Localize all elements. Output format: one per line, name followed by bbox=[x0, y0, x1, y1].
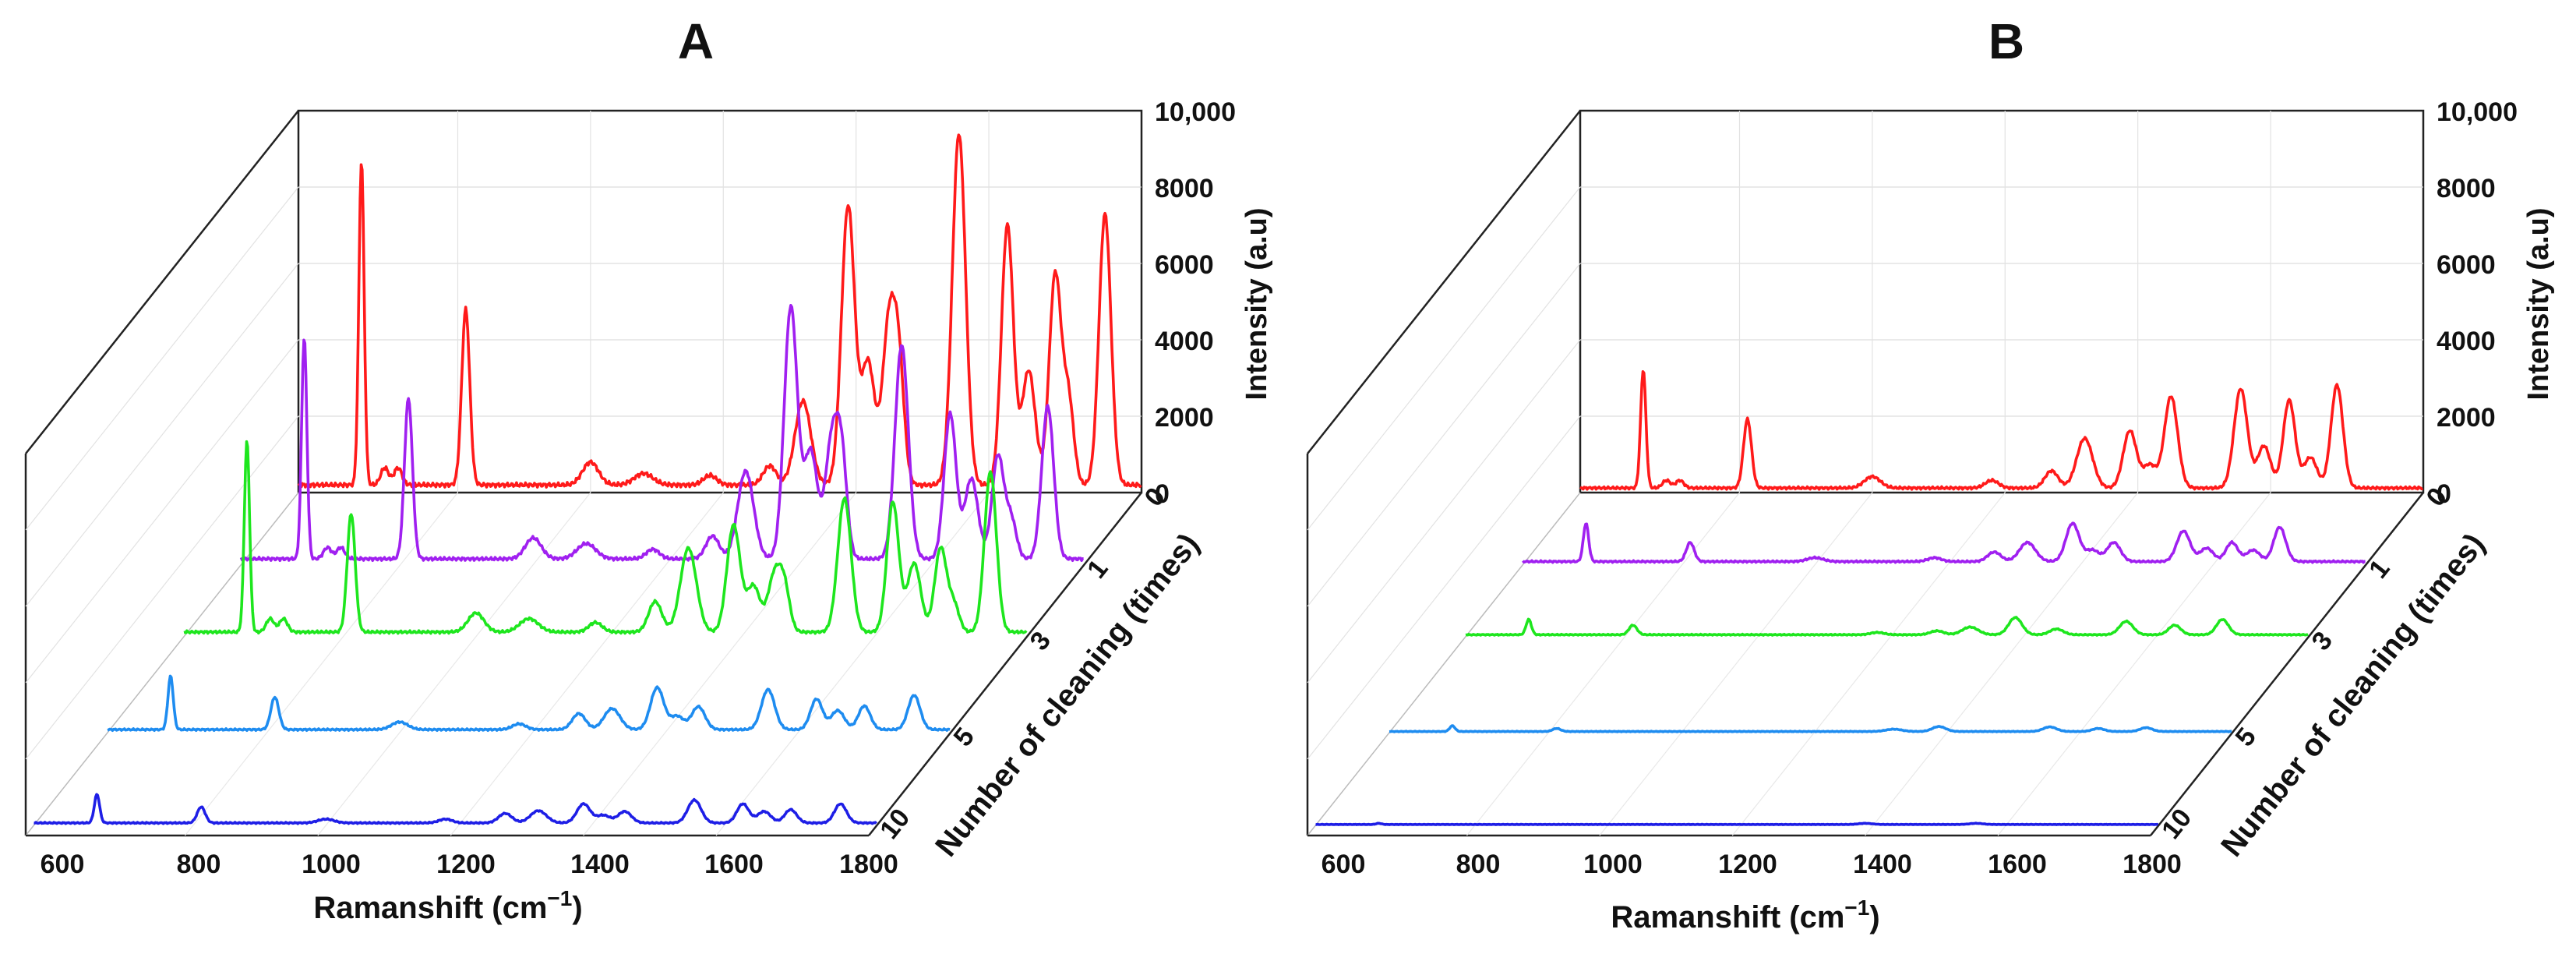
x-tick: 1600 bbox=[1988, 850, 2047, 879]
y-tick: 0 bbox=[2437, 479, 2451, 509]
grid-line bbox=[1307, 415, 1581, 760]
x-tick: 1000 bbox=[302, 850, 361, 879]
y-tick: 4000 bbox=[2437, 327, 2496, 356]
grid-line bbox=[317, 492, 591, 836]
x-tick: 1400 bbox=[570, 850, 630, 879]
grid-line bbox=[1466, 492, 1740, 836]
y-tick: 4000 bbox=[1155, 327, 1214, 356]
grid-line bbox=[1307, 339, 1581, 684]
grid-line bbox=[583, 492, 857, 836]
x-tick: 1200 bbox=[436, 850, 496, 879]
x-tick: 1800 bbox=[839, 850, 898, 879]
y-tick: 2000 bbox=[2437, 403, 2496, 433]
panel-b-back-wall bbox=[1306, 109, 2425, 837]
series-line-1 bbox=[1522, 521, 2366, 564]
x-tick: 1400 bbox=[1853, 850, 1912, 879]
y-tick: 10,000 bbox=[2437, 97, 2518, 127]
y-tick: 10,000 bbox=[1155, 97, 1236, 127]
depth-tick-1: 1 bbox=[2363, 554, 2396, 584]
grid-line bbox=[185, 492, 458, 836]
panel-a-y-ticks: 0 2000 4000 6000 8000 10,000 bbox=[1155, 97, 1236, 509]
x-tick: 1200 bbox=[1718, 850, 1777, 879]
depth-tick-3: 3 bbox=[2306, 626, 2339, 655]
x-tick: 800 bbox=[1456, 850, 1501, 879]
panel-b-x-axis-title: Ramanshift (cm−1) bbox=[1611, 896, 1879, 935]
grid-line bbox=[25, 186, 299, 531]
y-tick: 8000 bbox=[1155, 174, 1214, 203]
panel-b-depth-ticks: 0 1 3 5 10 bbox=[2156, 482, 2453, 845]
depth-tick-10: 10 bbox=[874, 804, 916, 845]
grid-line bbox=[25, 263, 299, 607]
panel-b-y-ticks: 0 2000 4000 6000 8000 10,000 bbox=[2437, 97, 2518, 509]
series-line-0 bbox=[1579, 370, 2424, 491]
depth-tick-5: 5 bbox=[2230, 723, 2263, 752]
grid-line bbox=[25, 339, 299, 684]
panel-b-series bbox=[1315, 370, 2424, 826]
panel-b: B 0 2000 4000 6000 8000 10,000 Intensity… bbox=[1306, 13, 2555, 935]
y-tick: 6000 bbox=[2437, 250, 2496, 280]
panel-a-series bbox=[34, 133, 1142, 825]
depth-tick-10: 10 bbox=[2156, 804, 2197, 845]
panel-a-x-axis-title: Ramanshift (cm−1) bbox=[313, 886, 582, 925]
x-tick: 600 bbox=[41, 850, 85, 879]
x-tick: 600 bbox=[1322, 850, 1366, 879]
series-line-5 bbox=[107, 674, 951, 733]
grid-line bbox=[1731, 492, 2006, 836]
series-line-3 bbox=[1465, 616, 2309, 637]
panel-a-depth-ticks: 0 1 3 5 10 bbox=[874, 482, 1171, 845]
grid-line bbox=[1865, 492, 2139, 836]
y-tick: 8000 bbox=[2437, 174, 2496, 203]
x-tick: 1800 bbox=[2123, 850, 2182, 879]
series-line-10 bbox=[1315, 821, 2159, 826]
panel-b-depth-axis-title: Number of cleaning (times) bbox=[2214, 527, 2491, 863]
series-line-0 bbox=[297, 133, 1142, 489]
grid-line bbox=[25, 415, 299, 760]
panel-a-x-ticks: 600 800 1000 1200 1400 1600 1800 bbox=[41, 850, 898, 879]
panel-b-title: B bbox=[1988, 13, 2024, 69]
panel-a-title: A bbox=[678, 13, 714, 69]
series-line-3 bbox=[183, 440, 1028, 635]
y-tick: 6000 bbox=[1155, 250, 1214, 280]
panel-b-x-ticks: 600 800 1000 1200 1400 1600 1800 bbox=[1322, 850, 2182, 879]
series-line-1 bbox=[239, 304, 1085, 562]
x-tick: 1000 bbox=[1583, 850, 1643, 879]
y-tick: 0 bbox=[1155, 479, 1170, 509]
panel-a-grid bbox=[25, 111, 1142, 836]
grid-line bbox=[1599, 492, 1873, 836]
panel-a-depth-axis-title: Number of cleaning (times) bbox=[929, 527, 1205, 863]
y-tick: 2000 bbox=[1155, 403, 1214, 433]
depth-tick-3: 3 bbox=[1025, 626, 1057, 655]
depth-tick-1: 1 bbox=[1082, 554, 1114, 584]
x-tick: 800 bbox=[177, 850, 221, 879]
grid-line bbox=[1307, 263, 1581, 607]
panel-a-back-wall bbox=[24, 109, 1143, 837]
grid-line bbox=[450, 492, 724, 836]
panel-b-y-axis-title: Intensity (a.u) bbox=[2522, 207, 2555, 400]
series-line-5 bbox=[1389, 724, 2232, 733]
panel-b-grid bbox=[1307, 111, 2423, 836]
panel-a-y-axis-title: Intensity (a.u) bbox=[1240, 207, 1273, 400]
x-tick: 1600 bbox=[704, 850, 764, 879]
series-line-10 bbox=[34, 793, 877, 825]
panel-a: A 0 2000 4000 6000 8000 10,000 Intensity… bbox=[24, 13, 1273, 925]
grid-line bbox=[1307, 186, 1581, 531]
depth-tick-5: 5 bbox=[948, 723, 981, 752]
